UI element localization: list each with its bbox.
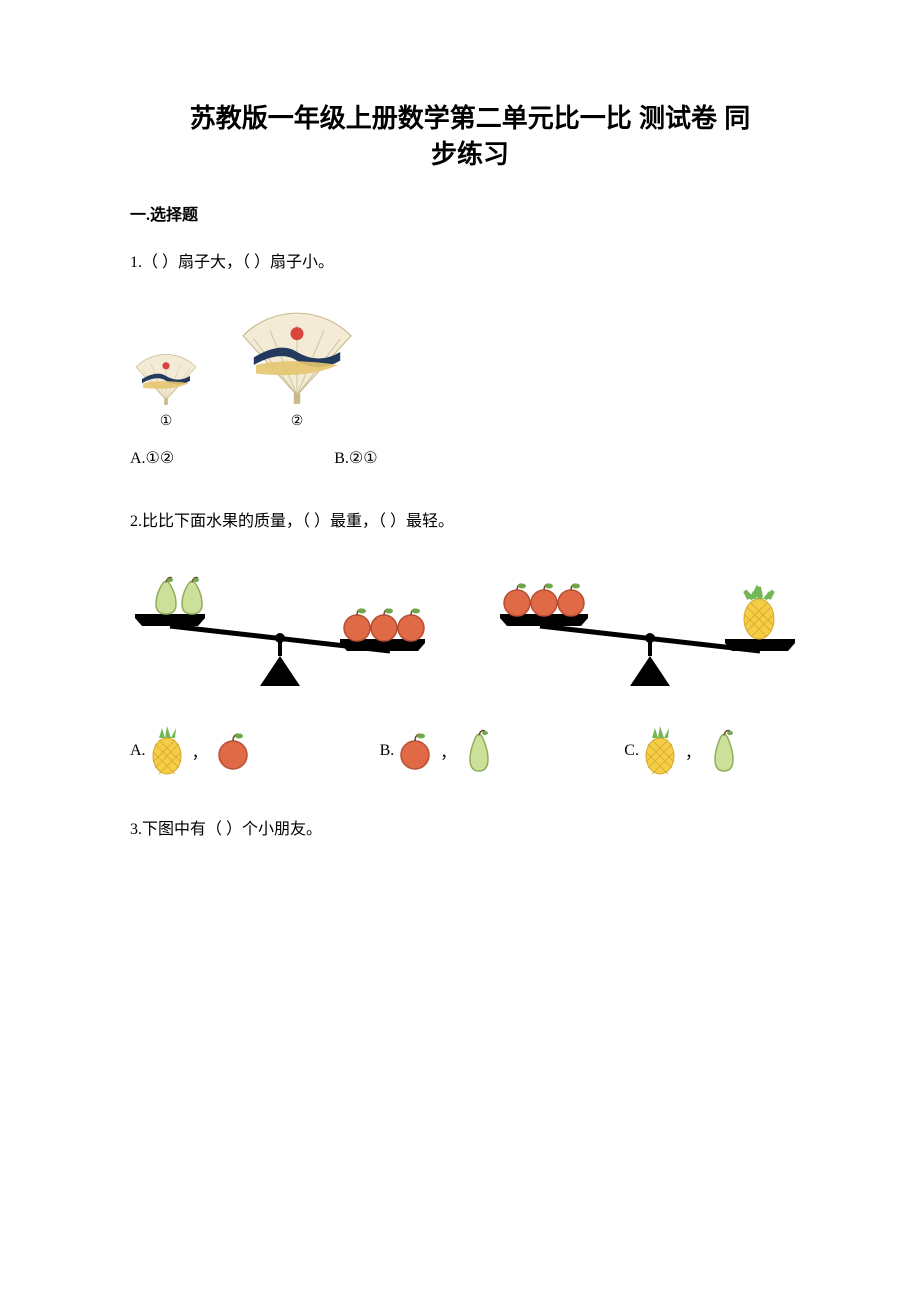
fan-large-icon bbox=[232, 298, 362, 406]
fan-small-icon bbox=[130, 346, 202, 406]
apple-icon bbox=[216, 731, 250, 771]
fan-large-label: ② bbox=[232, 413, 362, 430]
section-heading: 一.选择题 bbox=[130, 201, 810, 225]
q2-option-b: B. ， bbox=[380, 729, 495, 773]
q1-figures: ① ② bbox=[130, 298, 810, 430]
scale-right-icon bbox=[500, 556, 800, 696]
q2-options: A. ， B. ， bbox=[130, 726, 810, 776]
q1-option-a: A.①② bbox=[130, 448, 174, 468]
pineapple-icon bbox=[643, 726, 677, 776]
comma: ， bbox=[685, 739, 701, 763]
q2-optC-label: C. bbox=[624, 742, 639, 760]
fan-small-wrap: ① bbox=[130, 346, 202, 430]
scale-left-icon bbox=[130, 556, 430, 696]
page-title: 苏教版一年级上册数学第二单元比一比 测试卷 同 步练习 bbox=[130, 100, 810, 173]
title-line2: 步练习 bbox=[431, 139, 509, 169]
comma: ， bbox=[192, 739, 208, 763]
pineapple-icon bbox=[150, 726, 184, 776]
title-line1: 苏教版一年级上册数学第二单元比一比 测试卷 同 bbox=[190, 103, 750, 133]
q1-option-b: B.②① bbox=[334, 448, 377, 468]
q2-text: 2.比比下面水果的质量，（ ）最重，（ ）最轻。 bbox=[130, 508, 810, 537]
pear-icon bbox=[709, 729, 739, 773]
fan-small-label: ① bbox=[130, 413, 202, 430]
apple-icon bbox=[398, 731, 432, 771]
q2-option-a: A. ， bbox=[130, 726, 250, 776]
q2-option-c: C. ， bbox=[624, 726, 739, 776]
pear-icon bbox=[464, 729, 494, 773]
q3-text: 3.下图中有（ ）个小朋友。 bbox=[130, 816, 810, 845]
q1-text: 1.（ ）扇子大，（ ）扇子小。 bbox=[130, 249, 810, 278]
fan-large-wrap: ② bbox=[232, 298, 362, 430]
comma: ， bbox=[440, 739, 456, 763]
q2-scales bbox=[130, 556, 810, 696]
q2-optA-label: A. bbox=[130, 742, 146, 760]
q1-options: A.①② B.②① bbox=[130, 448, 810, 468]
q2-optB-label: B. bbox=[380, 742, 395, 760]
